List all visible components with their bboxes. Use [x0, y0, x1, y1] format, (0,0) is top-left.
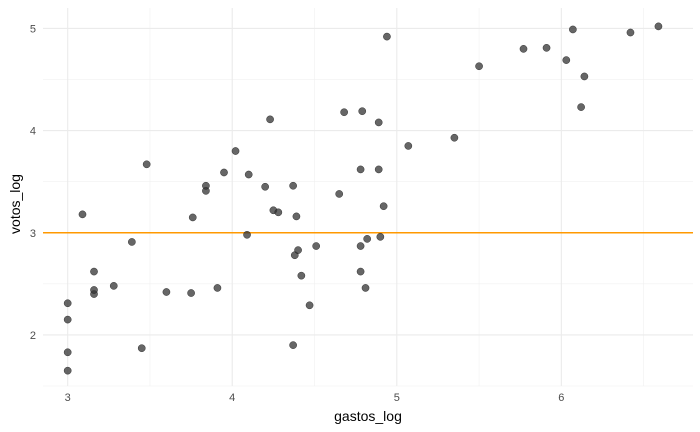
data-point: [450, 133, 459, 142]
data-point: [335, 190, 344, 198]
data-point: [312, 242, 321, 250]
data-point: [274, 208, 283, 217]
data-point: [577, 103, 585, 111]
data-point: [244, 170, 253, 179]
data-point: [363, 235, 372, 243]
data-point: [379, 202, 388, 211]
data-point: [542, 43, 551, 52]
data-point: [562, 56, 571, 64]
data-point: [90, 286, 98, 294]
data-point: [63, 315, 72, 324]
y-tick-labels: 2 3 4 5: [30, 23, 36, 341]
data-point: [187, 289, 195, 297]
data-point: [626, 28, 635, 37]
data-point: [340, 108, 348, 117]
x-tick-label: 4: [229, 392, 235, 404]
data-point: [356, 165, 365, 174]
data-point: [243, 230, 251, 239]
x-axis-title: gastos_log: [334, 408, 402, 424]
x-tick-label: 6: [558, 392, 564, 404]
data-point: [569, 25, 577, 34]
data-point: [188, 213, 197, 222]
x-tick-label: 5: [394, 392, 400, 404]
y-axis-title: votos_log: [7, 174, 23, 234]
data-point: [213, 284, 222, 292]
data-point: [383, 32, 391, 41]
data-point: [162, 288, 171, 296]
data-point: [356, 267, 365, 276]
data-point: [289, 181, 297, 190]
data-point: [358, 107, 367, 116]
data-point: [361, 284, 370, 292]
data-point: [519, 45, 528, 53]
data-point: [266, 115, 274, 124]
data-point: [356, 242, 365, 250]
data-point: [220, 168, 228, 177]
y-tick-label: 3: [30, 228, 36, 240]
y-tick-label: 4: [30, 126, 36, 138]
data-point: [297, 271, 306, 280]
data-point: [202, 181, 210, 190]
data-point: [128, 238, 136, 246]
x-tick-labels: 3 4 5 6: [65, 392, 565, 404]
data-point: [374, 165, 383, 174]
data-point: [142, 160, 151, 169]
grid-major: [43, 8, 693, 386]
data-point: [63, 348, 72, 357]
data-point: [63, 299, 72, 308]
data-point: [374, 118, 383, 127]
data-points: [63, 22, 663, 375]
y-tick-label: 2: [30, 330, 36, 342]
x-tick-label: 3: [65, 392, 71, 404]
data-point: [261, 182, 270, 191]
data-point: [289, 341, 297, 349]
data-point: [109, 282, 118, 290]
data-point: [90, 267, 98, 276]
data-point: [78, 210, 87, 219]
data-point: [63, 366, 72, 375]
data-point: [580, 72, 589, 81]
data-point: [294, 246, 302, 254]
data-point: [404, 142, 413, 150]
data-point: [292, 212, 301, 221]
data-point: [305, 301, 314, 310]
data-point: [231, 147, 240, 155]
data-point: [475, 62, 483, 71]
data-point: [654, 22, 663, 31]
data-point: [376, 232, 385, 241]
grid-minor: [43, 8, 693, 387]
y-tick-label: 5: [30, 23, 36, 35]
data-point: [137, 344, 146, 353]
